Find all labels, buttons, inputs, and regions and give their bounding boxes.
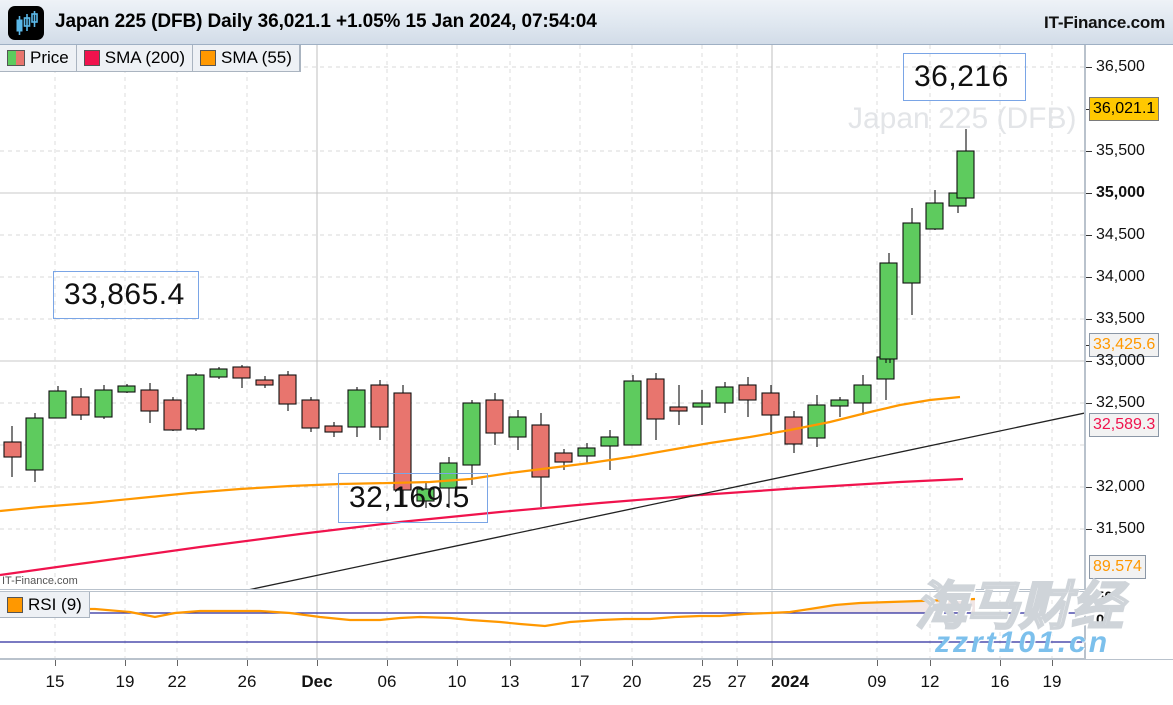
date-tick-0: 15 [45, 672, 65, 691]
price-legend[interactable]: Price SMA (200) SMA (55) [0, 45, 301, 72]
price-tick-31500: 31,500 [1096, 520, 1145, 537]
last-price-tag[interactable]: 36,021.1 [1089, 97, 1160, 121]
date-tick-9: 20 [622, 672, 642, 691]
price-tick-34500: 34,500 [1096, 226, 1145, 243]
legend-label-sma200: SMA (200) [104, 48, 186, 67]
price-tick-32000: 32,000 [1096, 478, 1145, 495]
sma200-swatch-icon [83, 50, 100, 66]
rsi-swatch-icon [7, 596, 23, 613]
legend-item-sma200[interactable]: SMA (200) [77, 45, 194, 71]
date-tick-7: 13 [500, 672, 520, 691]
price-tick-35500: 35,500 [1096, 142, 1145, 159]
date-tick-16: 19 [1042, 672, 1062, 691]
symbol-watermark: Japan 225 (DFB) [848, 102, 1077, 135]
date-tick-15: 16 [990, 672, 1010, 691]
callout-low-value: 32,169.5 [349, 481, 470, 514]
sma55-line [0, 395, 961, 513]
legend-label-sma55: SMA (55) [221, 48, 292, 67]
date-tick-6: 10 [447, 672, 467, 691]
callout-high-right[interactable]: 36,216 [903, 53, 1026, 101]
price-tick-34000: 34,000 [1096, 268, 1145, 285]
rsi-tick-50: 50 [1096, 588, 1113, 606]
date-tick-13: 09 [867, 672, 887, 691]
callout-high-right-value: 36,216 [914, 60, 1009, 93]
trendline [249, 412, 1084, 589]
rsi-chart-svg [0, 592, 1084, 658]
legend-item-sma55[interactable]: SMA (55) [193, 45, 300, 71]
sma55-swatch-icon [200, 50, 217, 66]
date-tick-12: 2024 [771, 672, 809, 691]
sma55-tag[interactable]: 33,425.6 [1089, 333, 1160, 357]
title-bar: Japan 225 (DFB) Daily 36,021.1 +1.05% 15… [0, 0, 1173, 45]
callout-high-left-value: 33,865.4 [64, 278, 185, 311]
rsi-tick-0: 0 [1096, 611, 1105, 629]
date-tick-2: 22 [167, 672, 187, 691]
price-tick-35000: 35,000 [1096, 184, 1145, 201]
price-tick-33500: 33,500 [1096, 310, 1145, 327]
rsi-line [0, 597, 976, 628]
price-tick-32500: 32,500 [1096, 394, 1145, 411]
instrument-title: Japan 225 (DFB) Daily 36,021.1 +1.05% 15… [55, 11, 597, 32]
sma200-tag[interactable]: 32,589.3 [1089, 413, 1160, 437]
provider-brand: IT-Finance.com [1044, 13, 1165, 32]
date-tick-8: 17 [570, 672, 590, 691]
sma200-line [0, 477, 964, 577]
rsi-legend[interactable]: RSI (9) [0, 592, 90, 618]
price-tick-36500: 36,500 [1096, 58, 1145, 75]
date-tick-10: 25 [692, 672, 712, 691]
date-tick-4: Dec [301, 672, 333, 691]
date-axis[interactable]: 15 19 22 26 Dec 06 10 13 17 20 25 27 202… [0, 659, 1173, 705]
rsi-legend-label: RSI (9) [28, 594, 82, 614]
price-chart-svg [0, 45, 1084, 589]
price-axis[interactable]: 36,500 36,021.1 35,500 35,000 34,500 34,… [1085, 45, 1173, 659]
price-plot[interactable]: Japan 225 (DFB) [0, 45, 1085, 590]
date-tick-14: 12 [920, 672, 940, 691]
date-tick-3: 26 [237, 672, 257, 691]
chart-frame: Japan 225 (DFB) [0, 45, 1173, 705]
provider-watermark: IT-Finance.com [2, 575, 78, 587]
legend-label-price: Price [30, 48, 69, 67]
date-tick-5: 06 [377, 672, 397, 691]
candlestick-app-icon [8, 6, 44, 40]
site-watermark-url: zzrt101.cn [935, 626, 1111, 659]
price-tick-33000: 33,000 [1096, 352, 1145, 369]
rsi-pane[interactable]: RSI (9) [0, 591, 1085, 659]
date-tick-1: 19 [115, 672, 135, 691]
legend-item-price[interactable]: Price [0, 45, 77, 71]
date-tick-11: 27 [727, 672, 747, 691]
callout-high-left[interactable]: 33,865.4 [53, 271, 199, 319]
price-swatch-icon [7, 50, 25, 66]
rsi-value-tag[interactable]: 89.574 [1089, 555, 1146, 579]
callout-low[interactable]: 32,169.5 [338, 473, 488, 523]
